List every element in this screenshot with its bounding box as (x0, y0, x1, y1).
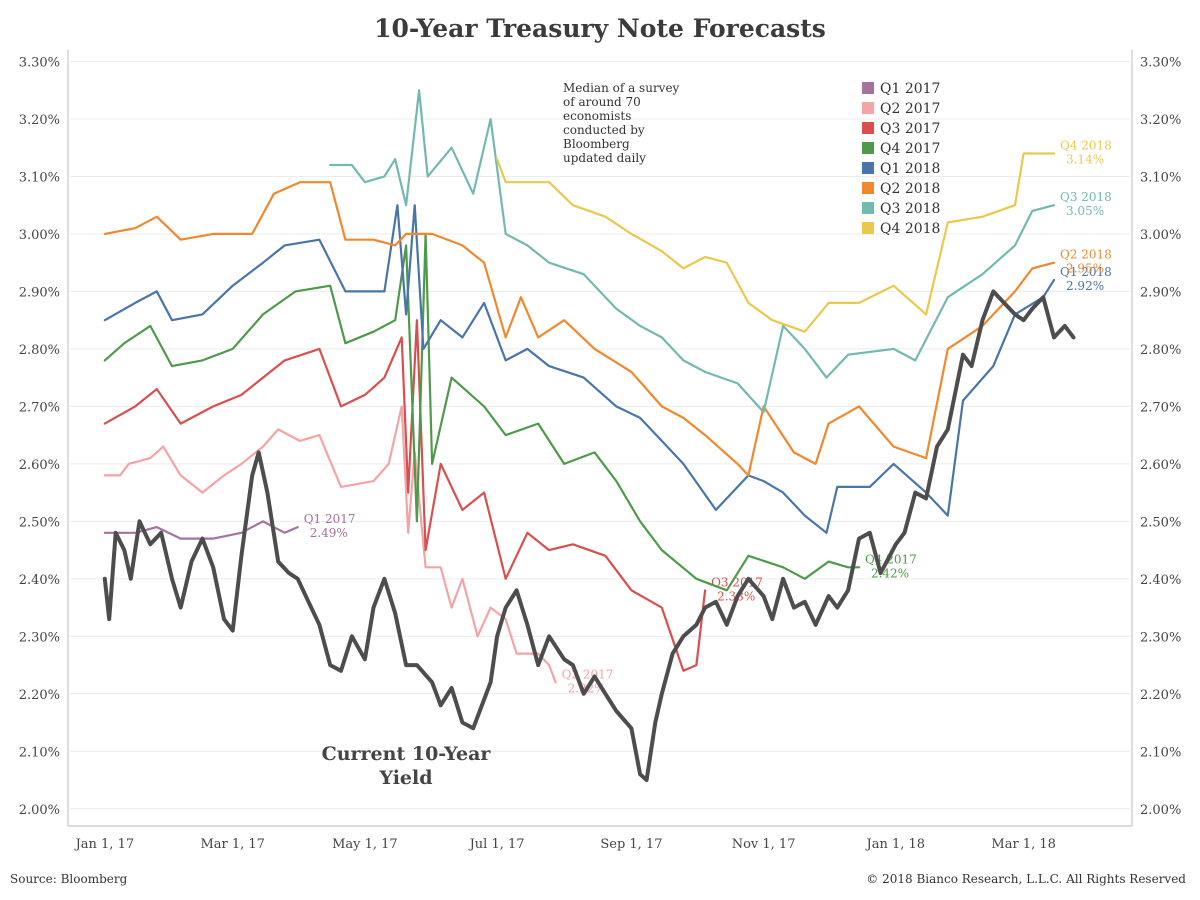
legend-label: Q1 2017 (880, 81, 940, 97)
y-tick-label-left: 2.90% (19, 285, 60, 300)
x-tick-label: Jan 1, 18 (865, 837, 926, 852)
chart-title: 10-Year Treasury Note Forecasts (374, 14, 826, 43)
survey-note-line: of around 70 (563, 95, 641, 109)
y-tick-label-left: 3.00% (19, 228, 60, 243)
series-line-q1-2017 (103, 520, 299, 540)
legend-label: Q2 2018 (880, 181, 940, 197)
y-tick-label-left: 2.20% (19, 688, 60, 703)
y-tick-label-left: 3.30% (19, 55, 60, 70)
y-tick-label-left: 2.60% (19, 458, 60, 473)
survey-note-line: conducted by (563, 123, 645, 137)
y-tick-label-right: 3.10% (1140, 170, 1181, 185)
legend-label: Q1 2018 (880, 161, 940, 177)
copyright-note: © 2018 Bianco Research, L.L.C. All Right… (866, 872, 1186, 886)
y-tick-label-left: 2.50% (19, 515, 60, 530)
end-label-value: 3.05% (1066, 204, 1104, 218)
legend-swatch (862, 82, 874, 94)
y-tick-label-right: 2.90% (1140, 285, 1181, 300)
y-tick-label-left: 2.80% (19, 343, 60, 358)
y-tick-label-right: 2.30% (1140, 630, 1181, 645)
end-label-name: Q2 2018 (1060, 248, 1112, 262)
y-tick-label-left: 3.20% (19, 113, 60, 128)
x-tick-label: Mar 1, 17 (200, 837, 265, 852)
series-line-current-10-year-yield (102, 289, 1076, 782)
legend-swatch (862, 162, 874, 174)
x-tick-label: Mar 1, 18 (991, 837, 1056, 852)
y-tick-label-right: 2.20% (1140, 688, 1181, 703)
end-label-value: 3.14% (1066, 152, 1104, 166)
series-line-q3-2017 (103, 319, 707, 672)
x-tick-label: Jul 1, 17 (468, 837, 525, 852)
x-tick-label: May 1, 17 (332, 837, 398, 852)
end-label-value: 2.95% (1066, 262, 1104, 276)
legend-label: Q4 2018 (880, 221, 940, 237)
survey-note-line: Median of a survey (563, 81, 680, 95)
y-tick-label-right: 3.30% (1140, 55, 1181, 70)
legend-swatch (862, 202, 874, 214)
legend-swatch (862, 142, 874, 154)
y-tick-label-right: 2.60% (1140, 458, 1181, 473)
y-tick-label-right: 2.40% (1140, 573, 1181, 588)
y-tick-label-left: 2.40% (19, 573, 60, 588)
end-label-name: Q1 2018 (1060, 265, 1112, 279)
y-tick-label-left: 2.70% (19, 400, 60, 415)
y-tick-label-right: 2.00% (1140, 803, 1181, 818)
legend-label: Q3 2017 (880, 121, 940, 137)
legend-swatch (862, 102, 874, 114)
series-line-q2-2018 (103, 181, 1056, 477)
series-line-q1-2018 (103, 204, 1056, 534)
y-tick-label-right: 3.20% (1140, 113, 1181, 128)
legend-swatch (862, 182, 874, 194)
y-tick-label-right: 2.50% (1140, 515, 1181, 530)
end-label-name: Q2 2017 (562, 667, 614, 681)
end-label-value: 2.49% (310, 526, 348, 540)
survey-note-line: Bloomberg (563, 137, 630, 151)
end-label-value: 2.42% (871, 566, 909, 580)
y-tick-label-right: 2.70% (1140, 400, 1181, 415)
y-tick-label-left: 2.00% (19, 803, 60, 818)
x-tick-label: Jan 1, 17 (74, 837, 135, 852)
end-label-value: 2.92% (1066, 279, 1104, 293)
legend-label: Q4 2017 (880, 141, 940, 157)
legend-label: Q3 2018 (880, 201, 940, 217)
series-line-q3-2018 (329, 89, 1056, 414)
survey-note-line: updated daily (563, 151, 646, 165)
y-tick-label-right: 2.80% (1140, 343, 1181, 358)
source-note: Source: Bloomberg (10, 872, 128, 886)
y-tick-label-left: 2.30% (19, 630, 60, 645)
x-tick-label: Nov 1, 17 (732, 837, 796, 852)
series-line-q2-2017 (103, 405, 557, 684)
legend-swatch (862, 222, 874, 234)
legend-label: Q2 2017 (880, 101, 940, 117)
series-line-q4-2017 (103, 232, 861, 592)
end-label-name: Q3 2018 (1060, 190, 1112, 204)
survey-note-line: economists (563, 109, 631, 123)
series-line-q4-2018 (496, 152, 1056, 333)
end-label-name: Q4 2018 (1060, 138, 1112, 152)
legend-swatch (862, 122, 874, 134)
y-tick-label-right: 3.00% (1140, 228, 1181, 243)
y-tick-label-left: 2.10% (19, 745, 60, 760)
current-yield-label: Current 10-Year (322, 743, 492, 765)
y-tick-label-left: 3.10% (19, 170, 60, 185)
x-tick-label: Sep 1, 17 (600, 837, 662, 852)
y-tick-label-right: 2.10% (1140, 745, 1181, 760)
end-label-name: Q1 2017 (304, 512, 356, 526)
current-yield-label: Yield (378, 767, 432, 789)
